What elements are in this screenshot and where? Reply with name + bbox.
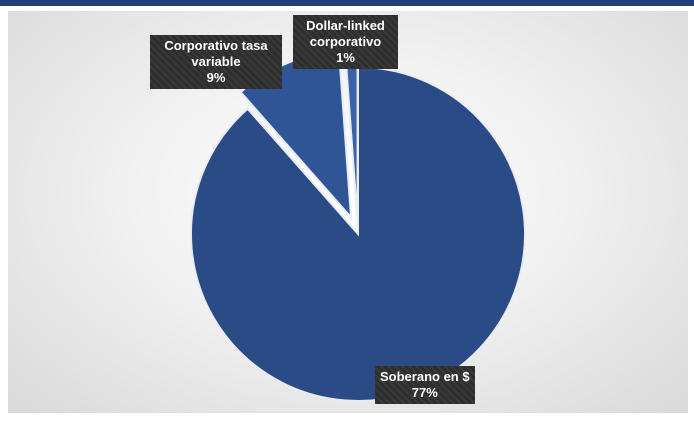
data-label-soberano-value: 77% xyxy=(411,385,438,400)
data-label-corporativo-name-line1: Corporativo tasa xyxy=(164,38,268,53)
data-label-soberano: Soberano en $ 77% xyxy=(375,366,475,404)
data-label-corporativo-name-line2: variable xyxy=(191,54,241,69)
data-label-dollar-linked: Dollar-linked corporativo 1% xyxy=(293,15,398,69)
data-label-soberano-name: Soberano en $ xyxy=(380,369,470,384)
data-label-corporativo-value: 9% xyxy=(206,70,226,85)
top-accent-rule xyxy=(0,0,694,6)
data-label-dollar-linked-name-line2: corporativo xyxy=(309,34,382,49)
data-label-dollar-linked-value: 1% xyxy=(336,50,355,65)
data-label-corporativo-tasa-variable: Corporativo tasa variable 9% xyxy=(150,35,282,89)
data-label-dollar-linked-name-line1: Dollar-linked xyxy=(306,18,385,33)
chart-area: Soberano en $ 77% Corporativo tasa varia… xyxy=(8,11,688,413)
pie-chart xyxy=(190,49,526,402)
